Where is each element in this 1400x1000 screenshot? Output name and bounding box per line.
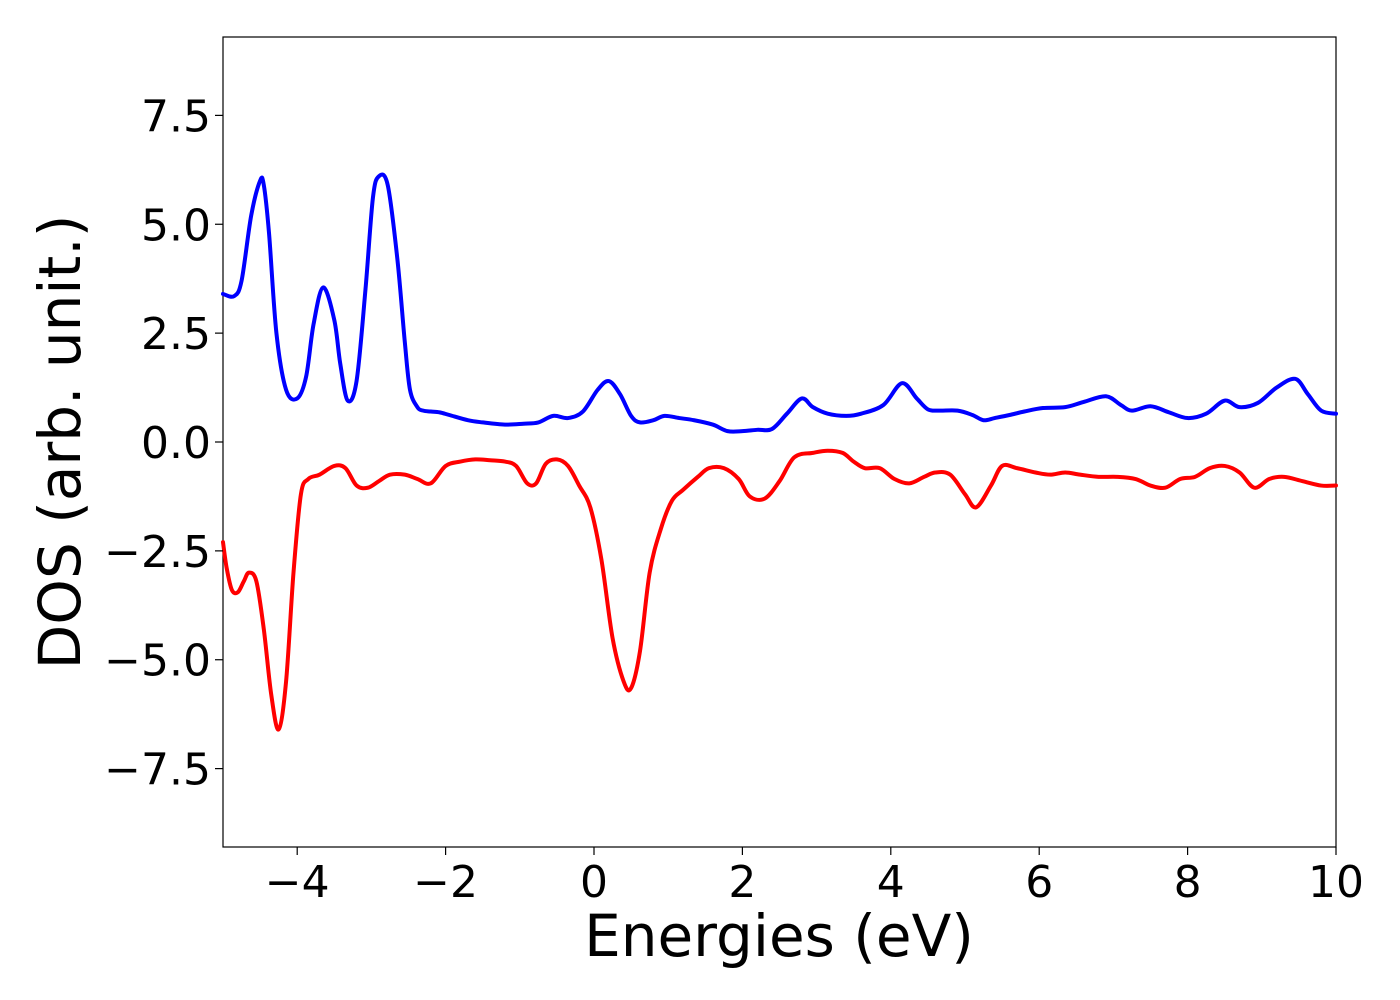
plot-frame (222, 36, 1337, 848)
y-tick-label: −5.0 (104, 636, 211, 687)
x-axis-label: Energies (eV) (584, 902, 974, 970)
y-axis: 7.5 5.0 2.5 0.0 −2.5 −5.0 −7.5 (104, 91, 223, 796)
y-tick-label: −2.5 (104, 527, 211, 578)
y-tick-label: 5.0 (141, 200, 211, 251)
series-layer (221, 172, 1338, 732)
x-tick-label: 0 (580, 857, 608, 908)
x-tick-label: 4 (877, 857, 905, 908)
x-tick-label: −4 (265, 857, 330, 908)
y-axis-label: DOS (arb. unit.) (26, 215, 94, 670)
x-tick-label: 6 (1025, 857, 1053, 908)
x-axis: −4 −2 0 2 4 6 8 10 (265, 847, 1364, 908)
x-tick-label: 2 (728, 857, 756, 908)
dos-series-line-red (221, 448, 1338, 732)
y-tick-label: −7.5 (104, 745, 211, 796)
plot-area (221, 36, 1338, 848)
y-tick-label: 2.5 (141, 309, 211, 360)
y-tick-label: 0.0 (141, 418, 211, 469)
x-tick-label: 8 (1174, 857, 1202, 908)
x-tick-label: −2 (413, 857, 478, 908)
dos-series-line-blue (221, 172, 1338, 434)
y-tick-label: 7.5 (141, 91, 211, 142)
x-tick-label: 10 (1308, 857, 1364, 908)
